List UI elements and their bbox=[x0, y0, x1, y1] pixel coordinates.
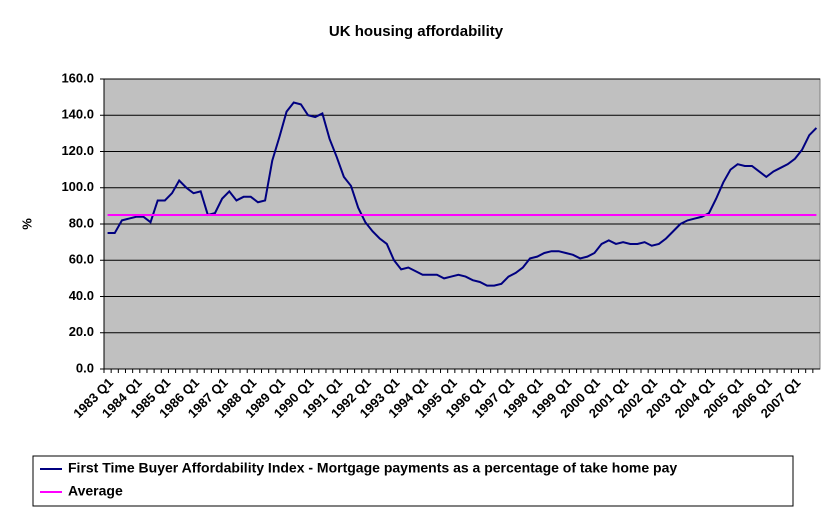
y-tick-label: 100.0 bbox=[61, 179, 94, 194]
chart-title: UK housing affordability bbox=[329, 23, 504, 40]
y-axis-label: % bbox=[19, 218, 34, 230]
y-tick-label: 60.0 bbox=[69, 252, 94, 267]
y-tick-label: 160.0 bbox=[61, 70, 94, 85]
y-tick-label: 20.0 bbox=[69, 324, 94, 339]
y-tick-label: 0.0 bbox=[76, 360, 94, 375]
legend bbox=[32, 455, 794, 507]
y-tick-label: 40.0 bbox=[69, 288, 94, 303]
legend-label: First Time Buyer Affordability Index - M… bbox=[68, 460, 677, 476]
y-tick-label: 80.0 bbox=[69, 215, 94, 230]
y-tick-label: 140.0 bbox=[61, 107, 94, 122]
data-line bbox=[107, 101, 818, 287]
legend-label: Average bbox=[68, 483, 123, 499]
y-tick-label: 120.0 bbox=[61, 143, 94, 158]
